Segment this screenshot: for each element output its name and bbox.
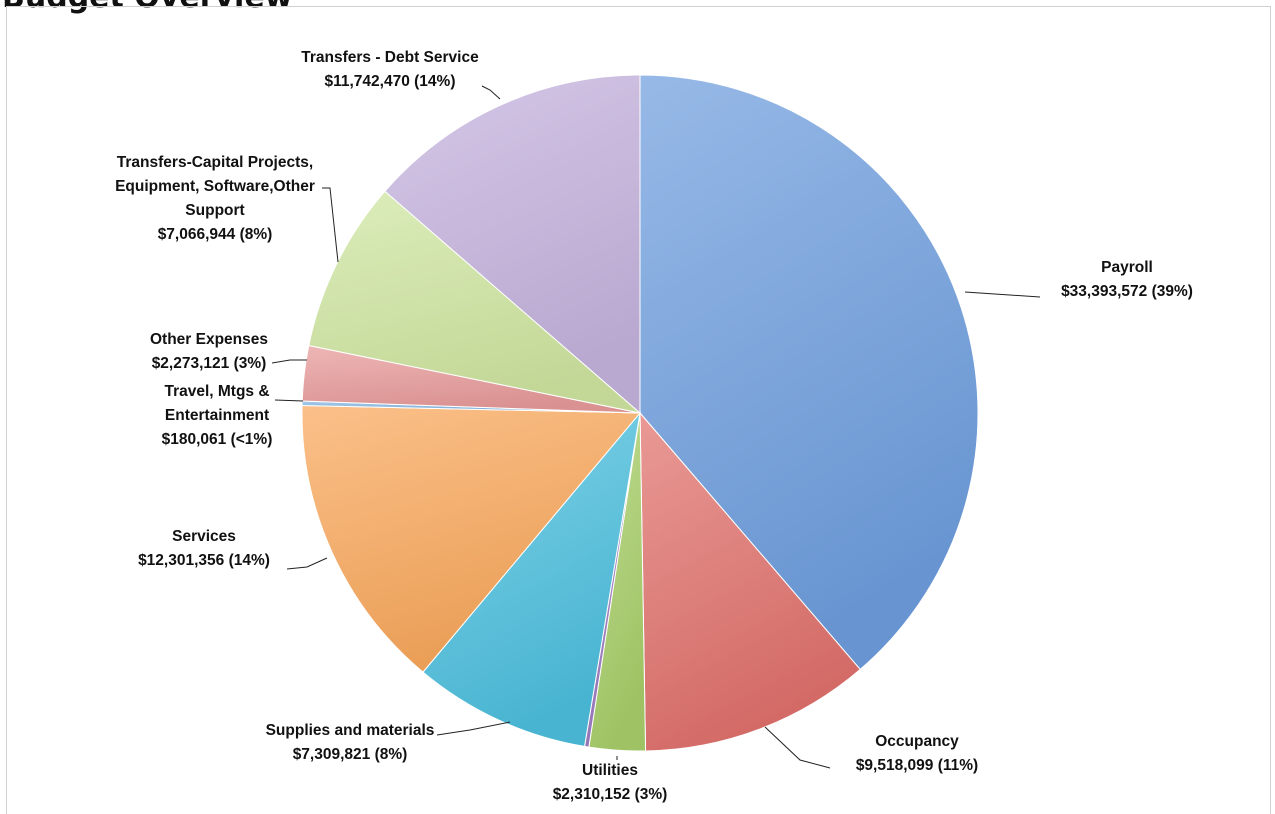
slice-label-line: Transfers-Capital Projects, [117, 154, 313, 171]
slice-label: Payroll $33,393,572 (39%) [1061, 259, 1193, 300]
slice-label-line: Equipment, Software,Other [115, 178, 315, 195]
pie-slices [301, 74, 979, 752]
leader-lines [271, 85, 1041, 769]
pie-slice-occupancy [639, 411, 861, 752]
slice-label-line: $2,273,121 (3%) [152, 355, 267, 372]
slice-label: Transfers - Debt Service $11,742,470 (14%… [301, 49, 479, 90]
slice-label-line: $9,518,099 (11%) [856, 757, 978, 774]
slice-label: Services $12,301,356 (14%) [138, 528, 270, 569]
slice-label-line: $33,393,572 (39%) [1061, 283, 1193, 300]
page-title-clip: Budget Overview [0, 0, 1275, 20]
leader-line [286, 557, 328, 570]
slice-label: Other Expenses $2,273,121 (3%) [150, 331, 268, 372]
slice-label: Transfers-Capital Projects, Equipment, So… [115, 154, 315, 243]
pie-slice-transfers-capital-projects-equipment-software-other-support [308, 190, 642, 414]
slice-label-line: $7,309,821 (8%) [293, 746, 408, 763]
slice-label-line: $7,066,944 (8%) [158, 226, 273, 243]
slice-label-line: Utilities [582, 762, 638, 779]
slice-label: Occupancy $9,518,099 (11%) [856, 733, 978, 774]
slice-label-line: Occupancy [875, 733, 959, 750]
slice-label-line: Other Expenses [150, 331, 268, 348]
leader-line [436, 721, 511, 736]
chart-frame [6, 6, 1271, 814]
slice-label-line: $2,310,152 (3%) [553, 786, 668, 803]
page-title: Budget Overview [2, 0, 292, 16]
slice-label: Supplies and materials $7,309,821 (8%) [266, 722, 435, 763]
slice-label-line: Entertainment [165, 407, 269, 424]
leader-line [964, 291, 1041, 298]
slice-label-line: Services [172, 528, 236, 545]
slice-label: Travel, Mtgs & Entertainment $180,061 (<1%… [162, 383, 273, 448]
slice-label-line: Travel, Mtgs & [164, 383, 269, 400]
slice-labels: Payroll $33,393,572 (39%) Occupancy $9,518,… [115, 49, 1193, 803]
slice-label-line: $12,301,356 (14%) [138, 552, 270, 569]
leader-line [764, 726, 831, 769]
slice-label-line: $180,061 (<1%) [162, 431, 273, 448]
leader-line [274, 399, 304, 402]
pie-slice-services [301, 404, 642, 673]
leader-line [271, 359, 307, 364]
slice-label-line: Payroll [1101, 259, 1153, 276]
leader-line [481, 85, 501, 100]
pie-slice-supplies-and-materials [422, 411, 641, 747]
slice-label-line: $11,742,470 (14%) [325, 73, 456, 90]
slice-label-line: Supplies and materials [266, 722, 435, 739]
slice-label-line: Support [185, 202, 244, 219]
leader-line [322, 187, 339, 263]
slice-label: Utilities $2,310,152 (3%) [553, 762, 668, 803]
pie-slice-transfers-debt-service [384, 74, 641, 415]
slice-label-line: Transfers - Debt Service [301, 49, 479, 66]
pie-slice-payroll [639, 74, 979, 671]
